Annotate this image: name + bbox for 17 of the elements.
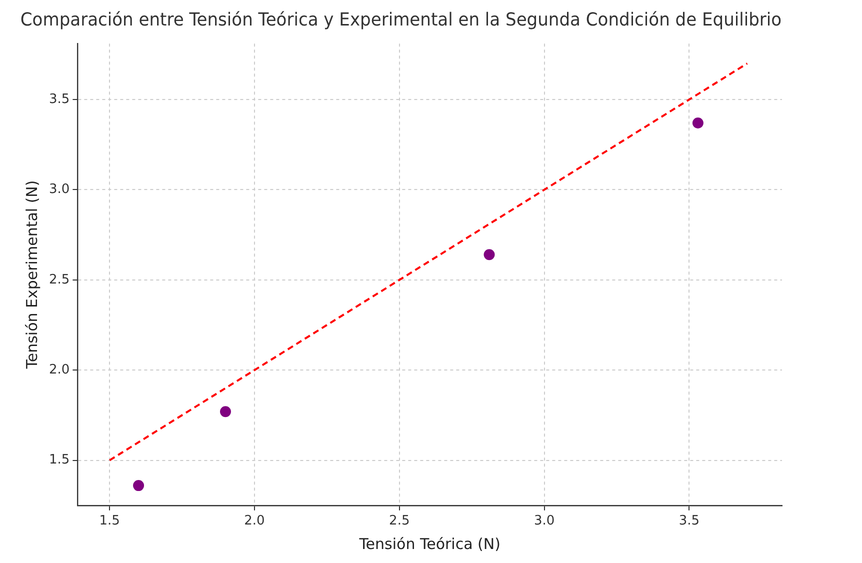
y-tick-label: 3.5 bbox=[48, 92, 70, 107]
x-tick-label: 2.0 bbox=[244, 514, 265, 529]
chart-title: Comparación entre Tensión Teórica y Experimental en la Segunda Condición de Equilibrio bbox=[20, 10, 782, 31]
point bbox=[484, 249, 495, 260]
y-axis-title: Tensión Experimental (N) bbox=[22, 180, 41, 370]
y-tick-label: 3.0 bbox=[48, 182, 70, 198]
x-tick-label: 3.0 bbox=[534, 514, 555, 529]
y-tick-label: 2.0 bbox=[48, 362, 70, 378]
x-tick-label: 1.5 bbox=[99, 514, 120, 529]
point bbox=[220, 406, 231, 418]
y-tick-label: 2.5 bbox=[48, 272, 70, 288]
y-tick-label: 1.5 bbox=[48, 452, 70, 468]
x-axis-title: Tensión Teórica (N) bbox=[358, 534, 500, 553]
x-tick-label: 2.5 bbox=[389, 514, 410, 529]
point bbox=[692, 117, 704, 128]
x-tick-label: 3.5 bbox=[678, 514, 700, 529]
point bbox=[133, 480, 144, 492]
